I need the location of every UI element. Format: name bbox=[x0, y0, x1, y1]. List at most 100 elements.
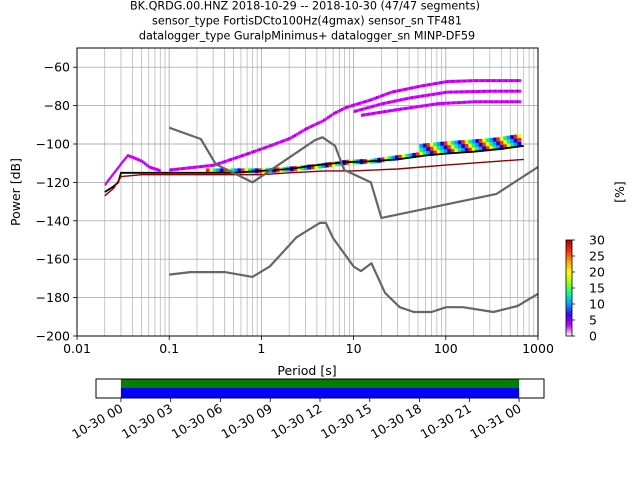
density-cell bbox=[483, 89, 487, 93]
density-cell bbox=[407, 106, 410, 110]
density-cell bbox=[104, 182, 106, 186]
density-cell bbox=[413, 85, 416, 89]
density-cell bbox=[442, 101, 445, 105]
density-cell bbox=[109, 177, 111, 181]
density-cell bbox=[136, 157, 138, 161]
density-cell bbox=[457, 140, 462, 145]
density-cell bbox=[436, 81, 440, 85]
density-cell bbox=[478, 89, 481, 93]
density-cell bbox=[219, 161, 223, 165]
density-cell bbox=[415, 105, 419, 109]
psd-plot: 0.01 0.1 1 10 100 1000 −200 −180 −160 −140 −120 −1… bbox=[8, 47, 554, 378]
density-cell bbox=[379, 94, 383, 98]
density-cell bbox=[258, 147, 262, 151]
density-cell bbox=[467, 100, 470, 104]
density-cell bbox=[342, 106, 346, 110]
density-cell bbox=[443, 145, 448, 150]
density-cell bbox=[157, 168, 160, 172]
density-cell bbox=[415, 85, 418, 89]
density-cell bbox=[134, 156, 136, 160]
density-cell bbox=[266, 145, 270, 149]
density-cell bbox=[396, 108, 399, 112]
density-cell bbox=[121, 161, 123, 165]
density-cell bbox=[397, 89, 401, 93]
density-cell bbox=[500, 89, 503, 93]
timeline-tick-label: 10-30 21 bbox=[418, 401, 474, 442]
line-mean bbox=[104, 145, 524, 193]
density-cell bbox=[509, 89, 513, 93]
density-cell bbox=[464, 147, 469, 153]
density-cell bbox=[487, 79, 491, 83]
density-cell bbox=[419, 84, 422, 88]
density-cell bbox=[290, 136, 293, 140]
density-cell bbox=[253, 149, 256, 153]
density-cell bbox=[450, 148, 455, 154]
y-tick-label: −60 bbox=[44, 60, 70, 75]
density-cell bbox=[452, 90, 455, 94]
density-cell bbox=[350, 104, 354, 108]
density-cell bbox=[412, 152, 417, 158]
density-cell bbox=[377, 103, 381, 107]
density-cell bbox=[407, 87, 410, 91]
density-cell bbox=[280, 140, 283, 144]
density-cell bbox=[325, 117, 328, 121]
colorbar-tick-label: 15 bbox=[589, 281, 605, 296]
density-cell bbox=[106, 180, 108, 184]
density-cell bbox=[454, 148, 459, 154]
density-cell bbox=[409, 96, 412, 100]
density-cell bbox=[436, 142, 441, 147]
density-cell bbox=[432, 82, 436, 86]
density-cell bbox=[515, 100, 518, 104]
density-cell bbox=[244, 168, 249, 174]
density-cell bbox=[128, 154, 130, 158]
density-cell bbox=[315, 122, 318, 126]
density-cell bbox=[451, 101, 454, 105]
density-cell bbox=[130, 155, 132, 159]
density-cell bbox=[489, 79, 493, 83]
density-cell bbox=[107, 179, 109, 183]
density-cell bbox=[481, 100, 485, 104]
density-cell bbox=[119, 163, 121, 167]
density-cell bbox=[262, 146, 266, 150]
timeline-tick-label: 10-31 00 bbox=[467, 401, 523, 442]
density-cell bbox=[223, 168, 228, 174]
density-cell bbox=[125, 156, 127, 160]
density-cell bbox=[434, 82, 438, 86]
density-cell bbox=[409, 86, 412, 90]
density-cell bbox=[146, 163, 148, 167]
line-minimum bbox=[104, 158, 524, 197]
density-cell bbox=[108, 178, 110, 182]
density-cell bbox=[137, 158, 139, 162]
density-cell bbox=[146, 163, 148, 167]
density-cell bbox=[503, 79, 506, 83]
density-cell bbox=[479, 100, 483, 104]
density-cell bbox=[433, 146, 438, 151]
density-cell bbox=[182, 166, 186, 170]
density-cell bbox=[482, 138, 487, 143]
density-cell bbox=[352, 103, 356, 107]
density-cell bbox=[507, 89, 511, 93]
density-cell bbox=[422, 151, 427, 157]
line-new-low-noise-model bbox=[169, 221, 539, 314]
density-cell bbox=[313, 123, 317, 127]
density-cell bbox=[111, 173, 113, 177]
density-cell bbox=[461, 144, 466, 149]
density-cell bbox=[513, 134, 518, 139]
density-cell bbox=[482, 146, 487, 152]
density-cell bbox=[464, 79, 467, 83]
density-cell bbox=[115, 168, 118, 172]
density-cell bbox=[496, 89, 500, 93]
density-cell bbox=[282, 139, 285, 143]
density-cell bbox=[332, 111, 336, 115]
density-cell bbox=[440, 145, 445, 150]
density-cell bbox=[227, 158, 231, 162]
density-cell bbox=[378, 110, 382, 114]
density-cell bbox=[389, 109, 392, 113]
density-cell bbox=[461, 140, 466, 145]
density-cell bbox=[517, 89, 520, 93]
density-cell bbox=[229, 158, 233, 162]
density-cell bbox=[496, 137, 501, 142]
colorbar-tick-label: 25 bbox=[589, 249, 605, 264]
